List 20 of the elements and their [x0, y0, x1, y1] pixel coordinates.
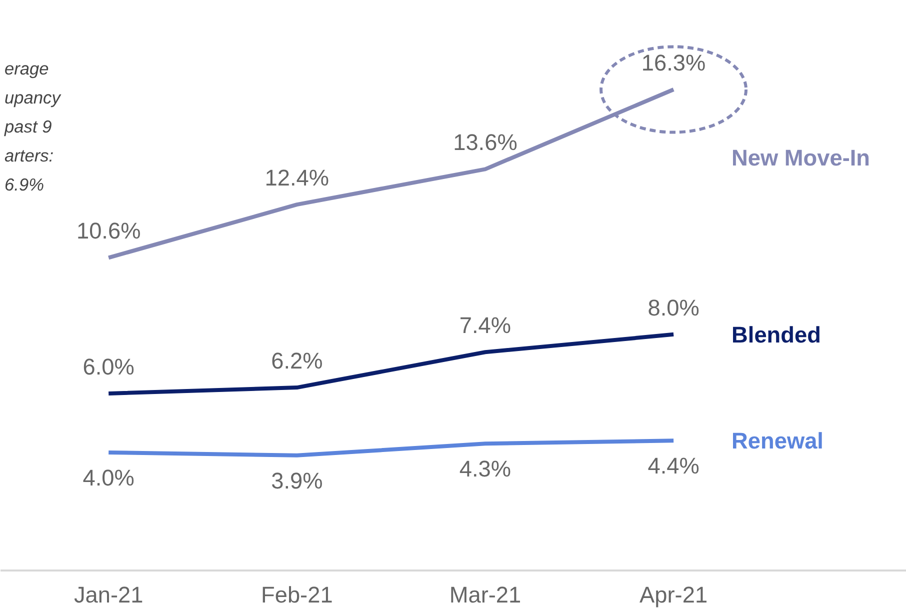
x-tick-label: Jan-21	[74, 582, 144, 608]
data-label: 10.6%	[76, 218, 141, 244]
data-label: 6.0%	[82, 353, 134, 380]
data-label: 12.4%	[264, 164, 330, 191]
data-label: 13.6%	[453, 129, 518, 156]
data-label: 3.9%	[271, 467, 323, 494]
data-label: 6.2%	[271, 348, 323, 374]
x-tick-label: Feb-21	[261, 582, 333, 608]
annotation: erage upancy past 9 arters: 6.9%	[4, 58, 62, 194]
text: New Move-In	[732, 144, 870, 170]
x-tick-label: Mar-21	[449, 582, 522, 608]
data-label: 7.4%	[459, 312, 512, 338]
data-label: 4.4%	[648, 452, 700, 479]
data-label: 4.3%	[459, 456, 512, 482]
text: Blended	[732, 321, 821, 348]
data-label: 16.3%	[641, 49, 706, 76]
data-label: 4.0%	[82, 464, 134, 490]
x-tick-label: Apr-21	[640, 582, 708, 608]
data-label: 8.0%	[648, 294, 700, 320]
text: Renewal	[732, 428, 824, 454]
